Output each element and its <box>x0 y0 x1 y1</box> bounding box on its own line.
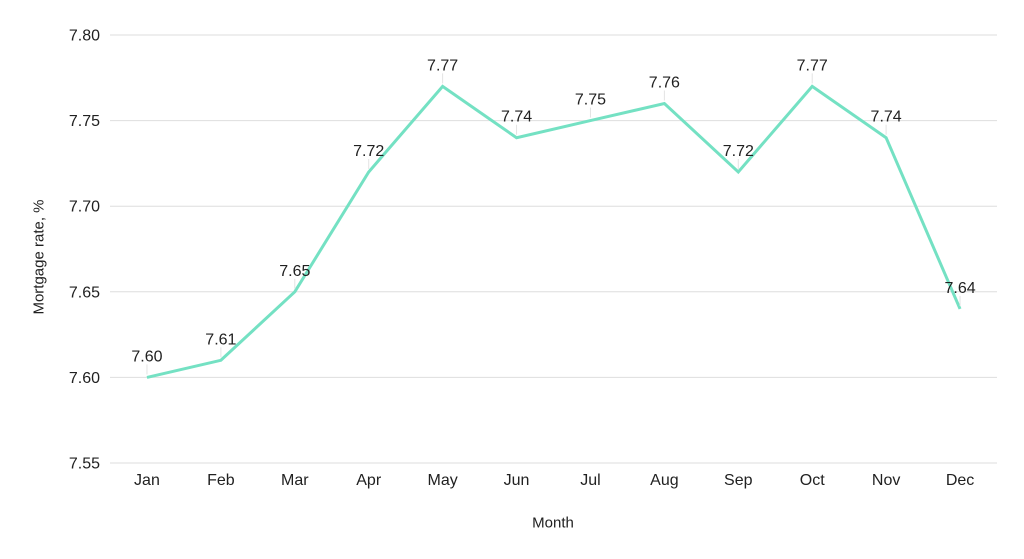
data-label: 7.77 <box>797 57 828 74</box>
x-tick-label: Nov <box>872 472 900 489</box>
x-tick-label: Feb <box>207 472 235 489</box>
x-tick-label: Jul <box>580 472 600 489</box>
x-tick-label: Jan <box>134 472 160 489</box>
y-tick-label: 7.55 <box>69 456 100 473</box>
x-tick-label: Jun <box>504 472 530 489</box>
y-tick-label: 7.80 <box>69 28 100 45</box>
x-axis-title: Month <box>532 514 574 532</box>
data-label: 7.65 <box>279 263 310 280</box>
y-tick-label: 7.70 <box>69 199 100 216</box>
x-tick-label: Dec <box>946 472 974 489</box>
data-label: 7.72 <box>723 143 754 160</box>
y-axis-title: Mortgage rate, % <box>30 199 48 315</box>
rate-line-series <box>146 84 962 379</box>
y-tick-label: 7.60 <box>69 370 100 387</box>
data-label: 7.61 <box>205 331 236 348</box>
y-tick-label: 7.75 <box>69 113 100 130</box>
y-tick-label: 7.65 <box>69 284 100 301</box>
data-label: 7.74 <box>501 109 532 126</box>
data-label: 7.72 <box>353 143 384 160</box>
x-tick-label: Apr <box>356 472 382 489</box>
x-tick-label: Mar <box>281 472 309 489</box>
data-label: 7.77 <box>427 57 458 74</box>
data-label: 7.60 <box>131 348 162 365</box>
x-tick-label: Aug <box>650 472 678 489</box>
data-label: 7.64 <box>944 280 975 297</box>
data-label: 7.75 <box>575 92 606 109</box>
data-label: 7.76 <box>649 74 680 91</box>
data-label: 7.74 <box>871 109 902 126</box>
x-tick-label: May <box>428 472 458 489</box>
x-tick-label: Oct <box>800 472 825 489</box>
x-tick-label: Sep <box>724 472 753 489</box>
